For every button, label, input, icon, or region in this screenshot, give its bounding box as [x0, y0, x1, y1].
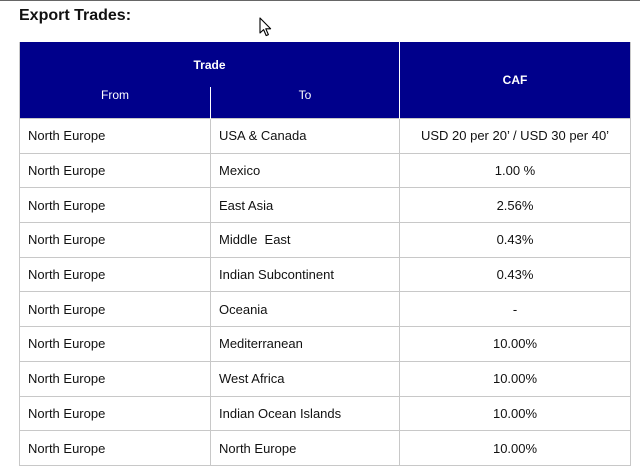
cell-caf: 10.00%: [399, 360, 632, 397]
cell-from: North Europe: [19, 118, 211, 154]
top-divider: [0, 0, 640, 1]
header-to-label: To: [298, 88, 312, 102]
section-title: Export Trades:: [19, 7, 132, 24]
cell-from: North Europe: [19, 222, 211, 258]
cell-caf: 0.43%: [399, 256, 632, 293]
cell-to: Indian Subcontinent: [209, 256, 401, 293]
table-row: North Europe Oceania -: [19, 291, 632, 328]
header-from: From: [19, 87, 211, 119]
table-row: North Europe North Europe 10.00%: [19, 430, 632, 466]
table-row: North Europe East Asia 2.56%: [19, 187, 632, 224]
cell-from: North Europe: [19, 326, 211, 362]
cell-caf: 10.00%: [399, 395, 632, 432]
cell-to: North Europe: [209, 430, 401, 466]
cell-caf: 10.00%: [399, 430, 632, 466]
cell-to: Middle East: [209, 222, 401, 258]
table-row: North Europe Indian Subcontinent 0.43%: [19, 256, 632, 293]
cell-to: Indian Ocean Islands: [209, 395, 401, 432]
cell-to: West Africa: [209, 360, 401, 397]
table-row: North Europe Mexico 1.00 %: [19, 152, 632, 189]
header-to: To: [210, 87, 401, 119]
cell-from: North Europe: [19, 395, 211, 432]
cell-caf: 2.56%: [399, 187, 632, 224]
table-row: North Europe USA & Canada USD 20 per 20’…: [19, 118, 632, 154]
cell-from: North Europe: [19, 152, 211, 189]
table-row: North Europe Middle East 0.43%: [19, 222, 632, 258]
table-row: North Europe West Africa 10.00%: [19, 360, 632, 397]
cell-from: North Europe: [19, 291, 211, 328]
cell-to: East Asia: [209, 187, 401, 224]
table-row: North Europe Indian Ocean Islands 10.00%: [19, 395, 632, 432]
cell-caf: 10.00%: [399, 326, 632, 362]
cell-caf: USD 20 per 20’ / USD 30 per 40’: [399, 118, 632, 154]
table-row: North Europe Mediterranean 10.00%: [19, 326, 632, 362]
cell-caf: 0.43%: [399, 222, 632, 258]
cell-to: Mexico: [209, 152, 401, 189]
export-trades-table: Trade CAF From To North Europe USA & Can…: [18, 42, 632, 466]
cell-to: USA & Canada: [209, 118, 401, 154]
mouse-pointer-icon: [259, 17, 272, 37]
header-trade: Trade: [18, 42, 400, 87]
cell-from: North Europe: [19, 187, 211, 224]
cell-from: North Europe: [19, 430, 211, 466]
cell-from: North Europe: [19, 360, 211, 397]
cell-caf: -: [399, 291, 632, 328]
cell-to: Mediterranean: [209, 326, 401, 362]
header-caf: CAF: [399, 42, 632, 119]
cell-from: North Europe: [19, 256, 211, 293]
cell-caf: 1.00 %: [399, 152, 632, 189]
header-from-label: From: [101, 88, 129, 102]
cell-to: Oceania: [209, 291, 401, 328]
